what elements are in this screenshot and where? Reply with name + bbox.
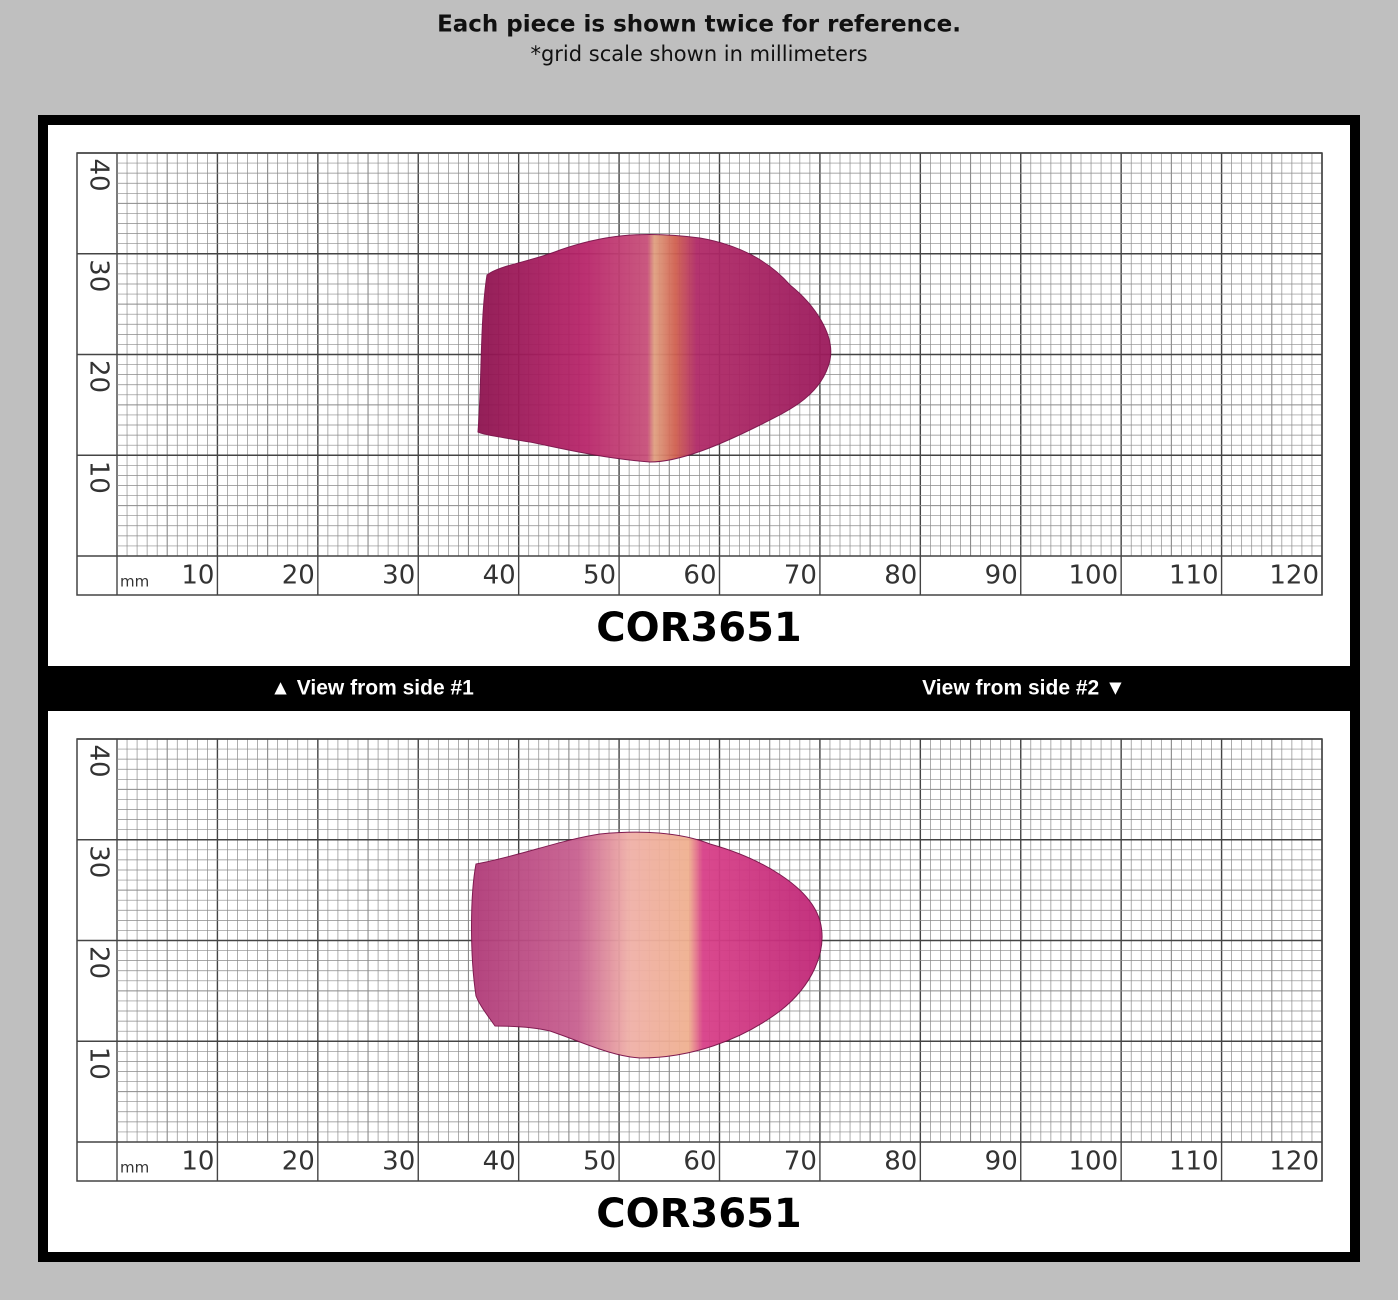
x-scale-label: 30: [382, 561, 415, 591]
unit-label: mm: [120, 1159, 149, 1177]
x-scale-label: 60: [683, 561, 716, 591]
y-scale-label: 20: [84, 946, 114, 979]
x-scale-label: 100: [1069, 561, 1119, 591]
x-scale-label: 120: [1269, 561, 1319, 591]
y-scale-label: 30: [84, 259, 114, 292]
x-scale-label: 40: [483, 1147, 516, 1177]
x-scale-label: 30: [382, 1147, 415, 1177]
x-scale-label: 20: [282, 561, 315, 591]
x-scale-label: 110: [1169, 561, 1219, 591]
item-code: COR3651: [596, 605, 802, 651]
unit-label: mm: [120, 573, 149, 591]
x-scale-label: 100: [1069, 1147, 1119, 1177]
x-scale-label: 70: [784, 1147, 817, 1177]
x-scale-label: 50: [583, 561, 616, 591]
y-scale-label: 40: [84, 158, 114, 191]
x-scale-label: 120: [1269, 1147, 1319, 1177]
x-scale-label: 80: [884, 561, 917, 591]
x-scale-label: 60: [683, 1147, 716, 1177]
gem-photo: [477, 233, 832, 463]
x-scale-label: 70: [784, 561, 817, 591]
x-scale-label: 10: [181, 561, 214, 591]
y-scale-label: 10: [84, 1047, 114, 1080]
gem-photo: [471, 831, 823, 1059]
ruler-panel: mm 10 20 30 40 50 60 70 80 90 100 110 120 10 20 30 40 COR…: [76, 738, 1323, 1237]
y-scale-label: 20: [84, 360, 114, 393]
ruler-border: [76, 738, 1323, 1182]
x-scale-label: 90: [985, 1147, 1018, 1177]
page-title: Each piece is shown twice for reference.: [437, 12, 961, 38]
divider-label: ▲ View from side #1: [270, 677, 474, 700]
x-scale-label: 40: [483, 561, 516, 591]
page-subtitle: *grid scale shown in millimeters: [530, 42, 867, 66]
y-scale-label: 40: [84, 744, 114, 777]
x-scale-label: 50: [583, 1147, 616, 1177]
item-code: COR3651: [596, 1191, 802, 1237]
divider-label: View from side #2 ▼: [922, 677, 1126, 700]
x-scale-label: 80: [884, 1147, 917, 1177]
x-scale-label: 90: [985, 561, 1018, 591]
ruler-panel: mm 10 20 30 40 50 60 70 80 90 100 110 120 10 20 30 40 COR…: [76, 152, 1323, 651]
y-scale-label: 30: [84, 845, 114, 878]
ruler-border: [76, 152, 1323, 596]
x-scale-label: 20: [282, 1147, 315, 1177]
x-scale-label: 10: [181, 1147, 214, 1177]
x-scale-label: 110: [1169, 1147, 1219, 1177]
y-scale-label: 10: [84, 461, 114, 494]
